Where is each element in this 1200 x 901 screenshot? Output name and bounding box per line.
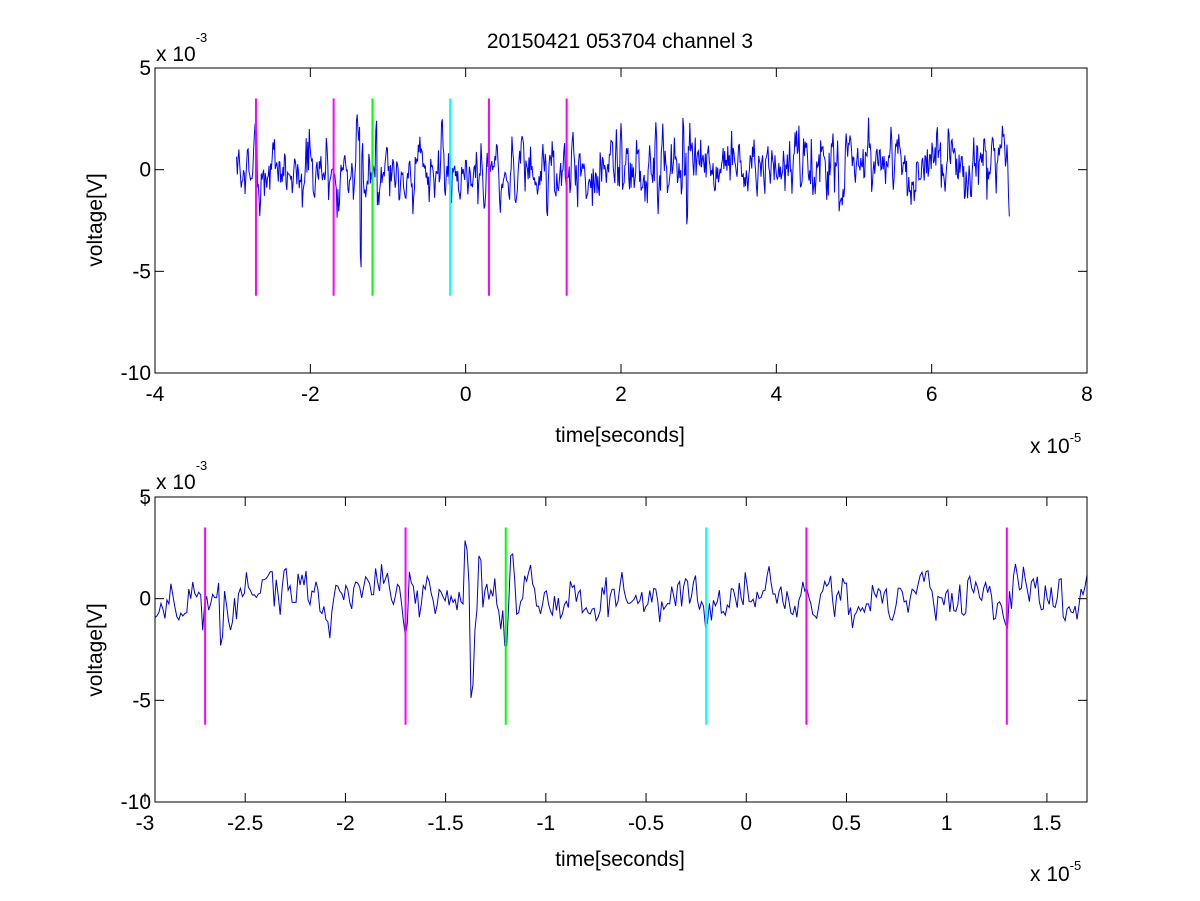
y-tick-label: -5 xyxy=(132,689,151,712)
plot-bottom-xlabel: time[seconds] xyxy=(555,848,685,871)
x-tick-label: -1.5 xyxy=(428,812,464,835)
x-tick-label: 0 xyxy=(740,812,752,835)
x-tick-label: -4 xyxy=(146,383,165,406)
x-tick-label: 0.5 xyxy=(832,812,861,835)
plot-top-markers xyxy=(254,98,568,296)
plot-bottom-axes-box xyxy=(154,496,1088,803)
x-tick-label: 1 xyxy=(941,812,953,835)
plot-top-yticks: 5 0 -5 -10 xyxy=(121,57,1087,385)
plot-bottom: -3 -2.5 -2 -1.5 -1 -0.5 0 0.5 1 1.5 5 0 -5 -10 time[… xyxy=(84,458,1088,886)
plot-top-x-exponent-mantissa: x 10 xyxy=(1030,435,1070,458)
y-tick-label: 0 xyxy=(139,159,151,182)
x-tick-label: 1.5 xyxy=(1032,812,1061,835)
y-tick-label: 5 xyxy=(139,57,151,80)
x-tick-label: 0 xyxy=(460,383,472,406)
plot-top-xticks: -4 -2 0 2 4 6 8 xyxy=(146,68,1093,406)
plot-bottom-series xyxy=(154,540,1088,698)
plot-bottom-x-exponent: x 10-5 xyxy=(1030,858,1081,886)
x-tick-label: -2 xyxy=(336,812,355,835)
signal-series-line xyxy=(236,114,1010,268)
x-tick-label: -3 xyxy=(136,812,155,835)
y-tick-label: -5 xyxy=(132,260,151,283)
y-tick-label: 5 xyxy=(139,486,151,509)
plot-top-x-exponent-power: -5 xyxy=(1070,430,1082,445)
figure-title: 20150421 053704 channel 3 xyxy=(487,30,753,53)
plot-top-ylabel: voltage[V] xyxy=(84,173,107,266)
plot-bottom-x-exponent-power: -5 xyxy=(1070,858,1082,873)
plot-bottom-x-exponent-mantissa: x 10 xyxy=(1030,863,1070,886)
y-tick-label: -10 xyxy=(121,362,151,385)
plot-bottom-y-exponent: x 10-3 xyxy=(156,458,207,494)
y-tick-label: 0 xyxy=(139,588,151,611)
plot-bottom-xticks: -3 -2.5 -2 -1.5 -1 -0.5 0 0.5 1 1.5 xyxy=(136,497,1062,835)
plot-bottom-y-exponent-mantissa: x 10 xyxy=(156,471,196,494)
plot-top-series xyxy=(236,114,1010,268)
x-tick-label: 6 xyxy=(926,383,938,406)
plot-top-x-exponent: x 10-5 xyxy=(1030,430,1081,458)
x-tick-label: 4 xyxy=(770,383,782,406)
x-tick-label: -2.5 xyxy=(227,812,263,835)
x-tick-label: 8 xyxy=(1081,383,1093,406)
plot-bottom-y-exponent-power: -3 xyxy=(196,458,208,473)
x-tick-label: 2 xyxy=(615,383,627,406)
plot-top-y-exponent: x 10-3 xyxy=(156,30,207,66)
plot-top-xlabel: time[seconds] xyxy=(555,424,685,447)
plot-top-y-exponent-power: -3 xyxy=(196,30,208,45)
signal-series-line xyxy=(154,540,1088,698)
plot-bottom-yticks: 5 0 -5 -10 xyxy=(121,486,1087,814)
plot-top-y-exponent-mantissa: x 10 xyxy=(156,43,196,66)
plot-bottom-ylabel: voltage[V] xyxy=(84,603,107,696)
y-tick-label: -10 xyxy=(121,791,151,814)
plot-bottom-markers xyxy=(204,527,1008,725)
plot-top: -4 -2 0 2 4 6 8 5 0 -5 -10 time[seconds] voltage[… xyxy=(84,30,1093,458)
x-tick-label: -2 xyxy=(301,383,320,406)
x-tick-label: -1 xyxy=(536,812,555,835)
x-tick-label: -0.5 xyxy=(628,812,664,835)
